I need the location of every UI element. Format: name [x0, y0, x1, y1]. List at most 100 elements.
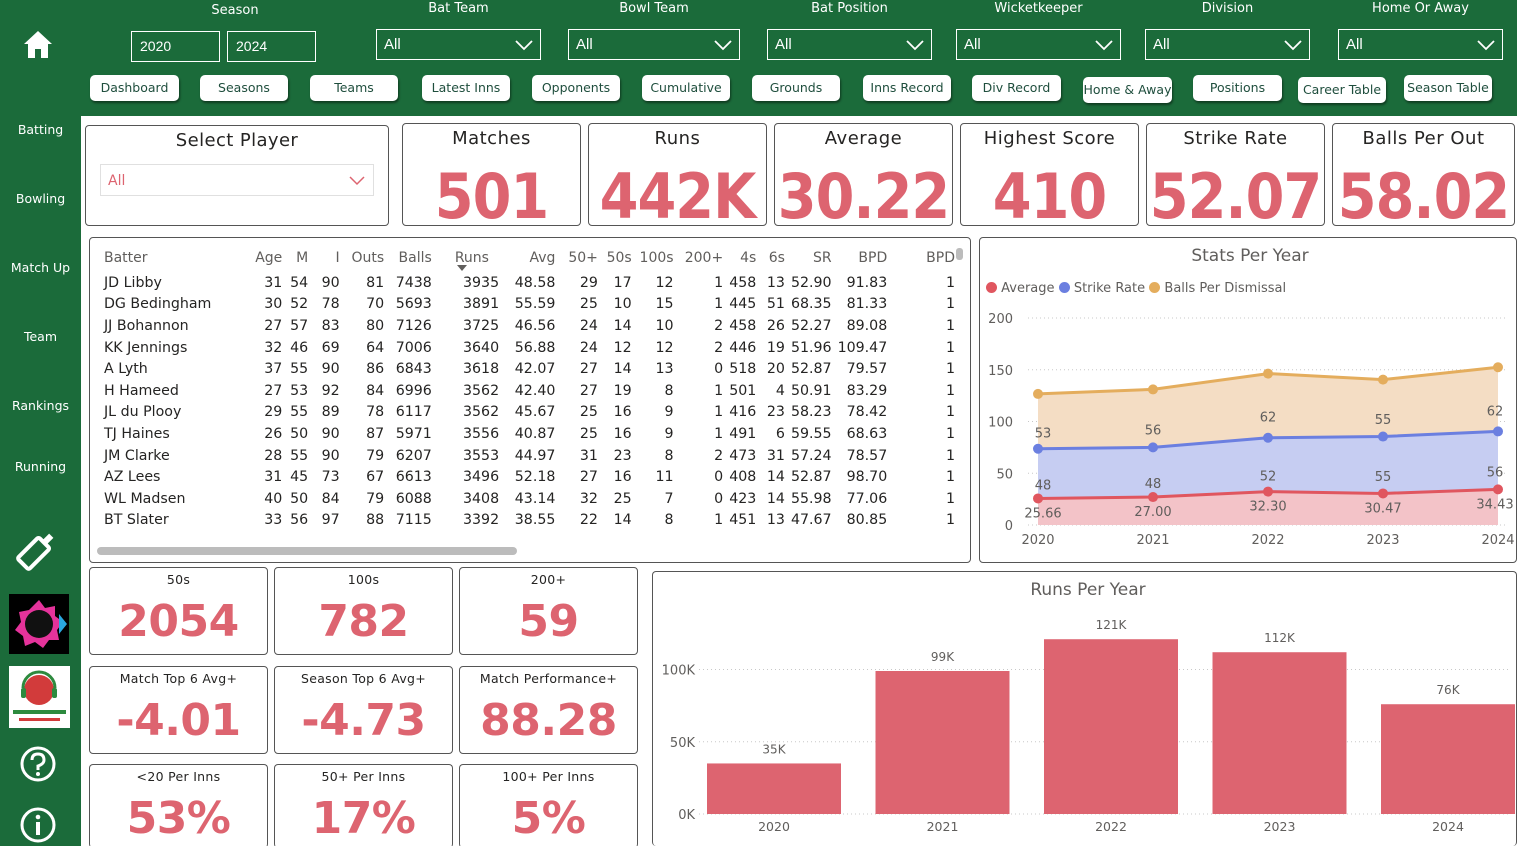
column-header[interactable]: Outs	[343, 243, 388, 272]
podcast-logo-1[interactable]	[9, 594, 69, 654]
table-cell: 58.23	[790, 404, 832, 421]
sidebar-item-running[interactable]: Running	[14, 459, 67, 474]
cricket-bat-icon[interactable]	[10, 527, 60, 577]
point-average[interactable]	[1148, 492, 1158, 503]
nav-button-latest-inns[interactable]: Latest Inns	[422, 75, 510, 101]
point-balls-per-dismissal[interactable]	[1148, 384, 1158, 395]
the-leading-edge-logo[interactable]	[9, 666, 70, 728]
legend-strike-rate[interactable]: Strike Rate	[1058, 281, 1145, 296]
column-header[interactable]: 50+	[558, 243, 601, 272]
column-header[interactable]: 6s	[759, 243, 788, 272]
bar-2023[interactable]	[1212, 652, 1347, 814]
point-balls-per-dismissal[interactable]	[1033, 388, 1043, 399]
column-header[interactable]: BPD	[835, 243, 891, 272]
column-header[interactable]: M	[285, 243, 311, 272]
table-row[interactable]: WL Madsen 40 50 84 79 6088 3408 43.14 32 25 7 0 423 1…	[90, 488, 958, 510]
table-row[interactable]: TJ Haines 26 50 90 87 5971 3556 40.87 25 16 9 1 491 6…	[90, 423, 958, 445]
table-row[interactable]: JM Clarke 28 55 90 79 6207 3553 44.97 31 23 8 2 473 3…	[90, 445, 958, 467]
point-balls-per-dismissal[interactable]	[1263, 368, 1273, 379]
nav-button-home-away[interactable]: Home & Away	[1083, 77, 1172, 103]
table-row[interactable]: BT Slater 33 56 97 88 7115 3392 38.55 22 14 8 1 451 1…	[90, 510, 958, 532]
table-cell: 27	[579, 361, 598, 378]
bat-position-value: All	[775, 36, 792, 53]
point-average[interactable]	[1378, 488, 1388, 499]
nav-button-season-table[interactable]: Season Table	[1404, 75, 1492, 101]
column-header[interactable]: I	[311, 243, 342, 272]
division-dropdown[interactable]: All	[1145, 29, 1310, 60]
stat-value: 2054	[118, 596, 239, 647]
table-row[interactable]: DG Bedingham 30 52 78 70 5693 3891 55.59 25 10 15 1…	[90, 294, 958, 316]
nav-button-teams[interactable]: Teams	[310, 75, 398, 101]
point-strike-rate[interactable]	[1263, 432, 1273, 443]
select-player-dropdown[interactable]: All	[100, 164, 374, 196]
kpi-value: 501	[434, 160, 549, 233]
table-row[interactable]: JL du Plooy 29 55 89 78 6117 3562 45.67 25 16 9 1 41…	[90, 402, 958, 424]
column-header[interactable]: Avg	[502, 243, 558, 272]
point-balls-per-dismissal[interactable]	[1378, 374, 1388, 385]
column-header[interactable]: Age	[236, 243, 285, 272]
table-cell: 45	[290, 469, 309, 486]
nav-button-cumulative[interactable]: Cumulative	[642, 75, 730, 101]
table-row[interactable]: JD Libby 31 54 90 81 7438 3935 48.58 29 17 12 1 458 1…	[90, 272, 958, 294]
sidebar-item-batting[interactable]: Batting	[17, 122, 64, 137]
info-icon[interactable]	[19, 806, 57, 844]
wicketkeeper-dropdown[interactable]: All	[956, 29, 1121, 60]
bat-position-dropdown[interactable]: All	[767, 29, 932, 60]
table-cell: 13	[766, 512, 785, 529]
sidebar-item-match-up[interactable]: Match Up	[10, 260, 71, 275]
column-header[interactable]: 50s	[601, 243, 635, 272]
point-strike-rate[interactable]	[1378, 431, 1388, 442]
point-strike-rate[interactable]	[1148, 442, 1158, 453]
column-header[interactable]: 200+	[677, 243, 727, 272]
bar-2020[interactable]	[707, 763, 841, 814]
table-cell: 57.24	[790, 447, 832, 464]
season-to-input[interactable]: 2024	[227, 31, 316, 62]
table-row[interactable]: A Lyth 37 55 90 86 6843 3618 42.07 27 14 13 0 518 20 5…	[90, 358, 958, 380]
nav-button-inns-record[interactable]: Inns Record	[863, 75, 951, 101]
column-header[interactable]: 100s	[635, 243, 677, 272]
nav-button-dashboard[interactable]: Dashboard	[90, 75, 179, 101]
table-horizontal-scrollbar[interactable]	[97, 547, 517, 555]
table-cell: 3562	[462, 404, 500, 421]
nav-button-opponents[interactable]: Opponents	[532, 75, 620, 101]
bat-team-dropdown[interactable]: All	[376, 29, 541, 60]
point-average[interactable]	[1493, 484, 1503, 495]
table-row[interactable]: H Hameed 27 53 92 84 6996 3562 42.40 27 19 8 1 501 4 5…	[90, 380, 958, 402]
nav-button-career-table[interactable]: Career Table	[1298, 77, 1386, 103]
column-header[interactable]: Balls	[387, 243, 435, 272]
column-header[interactable]: BPD	[890, 243, 958, 272]
bar-2022[interactable]	[1044, 639, 1178, 814]
table-row[interactable]: AZ Lees 31 45 73 67 6613 3496 52.18 27 16 11 0 408 14…	[90, 466, 958, 488]
column-header[interactable]: SR	[788, 243, 835, 272]
point-average[interactable]	[1033, 493, 1043, 504]
column-header[interactable]: Runs	[435, 243, 502, 272]
season-from-input[interactable]: 2020	[131, 31, 220, 62]
nav-button-positions[interactable]: Positions	[1193, 75, 1282, 101]
point-strike-rate[interactable]	[1033, 443, 1043, 454]
help-icon[interactable]	[19, 745, 57, 783]
sidebar-item-team[interactable]: Team	[23, 329, 58, 344]
table-cell: 97	[321, 512, 340, 529]
table-row[interactable]: KK Jennings 32 46 69 64 7006 3640 56.88 24 12 12 2 4…	[90, 337, 958, 359]
column-header[interactable]: 4s	[726, 243, 759, 272]
sidebar-item-bowling[interactable]: Bowling	[15, 191, 66, 206]
bar-2021[interactable]	[875, 671, 1010, 814]
nav-button-div-record[interactable]: Div Record	[972, 75, 1061, 101]
table-cell: 29	[579, 274, 598, 291]
point-average[interactable]	[1263, 486, 1273, 497]
nav-button-seasons[interactable]: Seasons	[200, 75, 288, 101]
legend-balls-per-dismissal[interactable]: Balls Per Dismissal	[1149, 281, 1286, 296]
home-icon[interactable]	[21, 27, 55, 61]
point-balls-per-dismissal[interactable]	[1493, 362, 1503, 373]
bar-2024[interactable]	[1381, 704, 1515, 814]
legend-average[interactable]: Average	[986, 281, 1055, 296]
column-header[interactable]: Batter	[90, 243, 236, 272]
point-strike-rate[interactable]	[1493, 426, 1503, 437]
table-row[interactable]: JJ Bohannon 27 57 83 80 7126 3725 46.56 24 14 10 2 4…	[90, 315, 958, 337]
table-vertical-scrollbar[interactable]	[956, 248, 963, 260]
sidebar-item-rankings[interactable]: Rankings	[11, 398, 70, 413]
bowl-team-dropdown[interactable]: All	[568, 29, 740, 60]
home-or-away-dropdown[interactable]: All	[1338, 29, 1503, 60]
nav-button-grounds[interactable]: Grounds	[752, 75, 840, 101]
table-cell: 52.87	[790, 469, 832, 486]
